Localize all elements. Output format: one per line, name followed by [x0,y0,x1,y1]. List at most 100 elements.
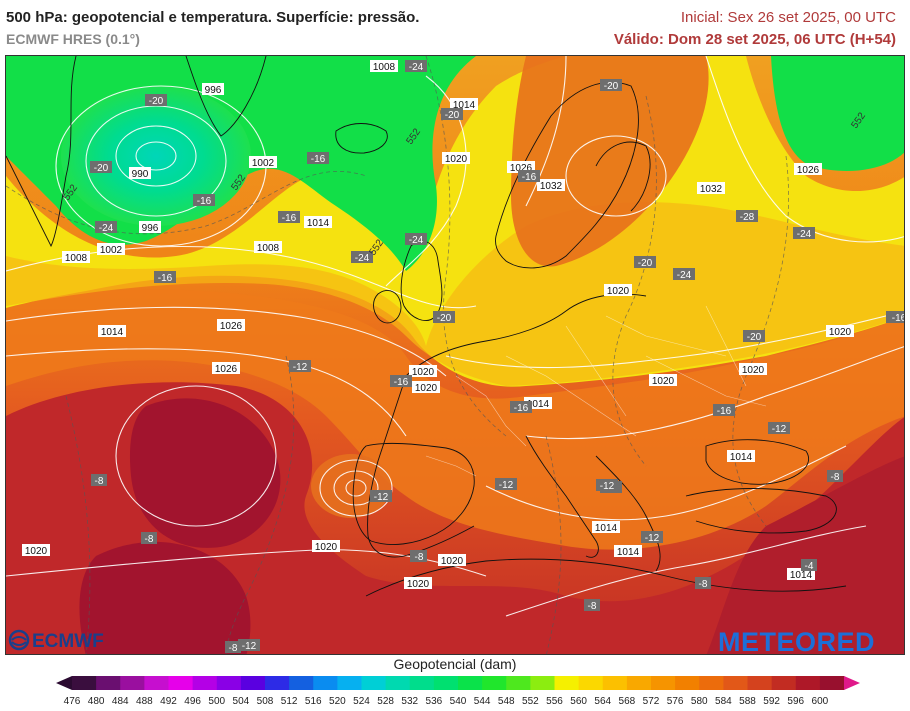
colorbar-swatch [530,676,555,690]
svg-text:-24: -24 [409,62,424,73]
colorbar-swatch [385,676,411,690]
pressure-label: 1026 [794,163,822,176]
pressure-label: 1032 [537,179,565,192]
valid-time: Válido: Dom 28 set 2025, 06 UTC (H+54) [613,31,896,48]
colorbar-tick-label: 496 [184,696,201,706]
svg-text:-8: -8 [415,552,424,563]
temperature-label: -12 [596,479,618,492]
temperature-label: -4 [801,559,817,572]
temperature-label: -8 [141,532,157,545]
colorbar-tick-label: 536 [426,696,443,706]
colorbar-tick-label: 476 [64,696,81,706]
temperature-label: -24 [95,221,117,234]
temperature-label: -20 [441,108,463,121]
pressure-label: 1014 [304,216,332,229]
svg-text:-24: -24 [677,270,692,281]
svg-text:1014: 1014 [730,452,753,463]
colorbar-tick-label: 552 [522,696,539,706]
svg-text:1020: 1020 [25,546,48,557]
svg-text:-12: -12 [499,480,514,491]
svg-text:1026: 1026 [797,165,820,176]
svg-text:-16: -16 [282,213,297,224]
temperature-label: -8 [584,599,600,612]
svg-text:-20: -20 [437,313,452,324]
colorbar-swatch [144,676,169,690]
pressure-label: 1026 [212,362,240,375]
temperature-label: -8 [411,550,427,563]
svg-text:-16: -16 [892,313,905,324]
svg-text:-8: -8 [588,601,597,612]
pressure-label: 1026 [217,319,245,332]
colorbar-swatch [482,676,507,690]
svg-text:1032: 1032 [700,184,723,195]
colorbar-tick-label: 488 [136,696,153,706]
colorbar-swatch [433,676,459,690]
pressure-label: 1002 [97,243,125,256]
colorbar-swatch [168,676,194,690]
svg-text:1008: 1008 [257,243,280,254]
svg-text:1032: 1032 [540,181,563,192]
colorbar-swatch [699,676,724,690]
pressure-label: 1020 [438,554,466,567]
temperature-label: -16 [713,404,735,417]
colorbar-tick-label: 584 [715,696,732,706]
colorbar-swatch [289,676,314,690]
pressure-label: 1020 [409,365,437,378]
colorbar-swatch [120,676,145,690]
svg-text:-12: -12 [374,492,389,503]
colorbar-tick-label: 484 [112,696,129,706]
colorbar-tick-label: 532 [401,696,418,706]
temperature-label: -16 [307,152,329,165]
svg-text:-24: -24 [409,235,424,246]
svg-text:1026: 1026 [220,321,243,332]
initial-time: Inicial: Sex 26 set 2025, 00 UTC [680,9,896,26]
colorbar-swatch [651,676,676,690]
colorbar-swatch [626,676,652,690]
svg-text:996: 996 [142,223,159,234]
colorbar-tick-label: 516 [305,696,322,706]
weather-map[interactable]: 1008 996 1014 1002 990 996 1002 1008 1008 1014 101… [5,55,905,655]
colorbar-swatch [313,676,338,690]
pressure-label: 1014 [450,98,478,111]
svg-text:-24: -24 [99,223,114,234]
svg-text:1014: 1014 [617,547,640,558]
colorbar-swatch [240,676,266,690]
svg-text:-12: -12 [772,424,787,435]
temperature-label: -24 [793,227,815,240]
temperature-label: -16 [278,211,300,224]
svg-text:-8: -8 [831,472,840,483]
colorbar-swatch [506,676,531,690]
svg-text:-12: -12 [600,481,615,492]
temperature-labels: -24 -20 -20 -16 -20 -24 -24 -16 -24 -20 -20 -16 -16 -… [90,60,905,654]
colorbar-tick-label: 576 [667,696,684,706]
svg-text:1008: 1008 [373,62,396,73]
colorbar-tick-label: 508 [257,696,274,706]
svg-text:1014: 1014 [595,523,618,534]
svg-text:-20: -20 [747,332,762,343]
high-geopotential-core2 [79,542,251,654]
colorbar-swatch [747,676,773,690]
temperature-label: -16 [888,311,905,324]
colorbar-tick-label: 492 [160,696,177,706]
svg-text:1020: 1020 [412,367,435,378]
pressure-label: 1020 [22,544,50,557]
temperature-label: -24 [351,251,373,264]
yellow-orange-transition [6,202,904,386]
temperature-label: -8 [91,474,107,487]
meteored-logo: METEORED [718,626,908,661]
temperature-label: -12 [641,531,663,544]
pressure-label: 1008 [254,241,282,254]
temperature-label: -20 [90,161,112,174]
colorbar-min-extend [56,676,72,690]
colorbar-tick-label: 512 [281,696,298,706]
colorbar-tick-label: 504 [233,696,250,706]
temperature-label: -16 [390,375,412,388]
svg-text:-16: -16 [197,196,212,207]
temperature-label: -12 [495,478,517,491]
meteored-logo-text: METEORED [718,627,875,656]
svg-text:-20: -20 [94,163,109,174]
colorbar-swatch [771,676,797,690]
svg-text:1020: 1020 [407,579,430,590]
map-title: 500 hPa: geopotencial e temperatura. Sup… [6,9,420,26]
svg-text:1020: 1020 [652,376,675,387]
